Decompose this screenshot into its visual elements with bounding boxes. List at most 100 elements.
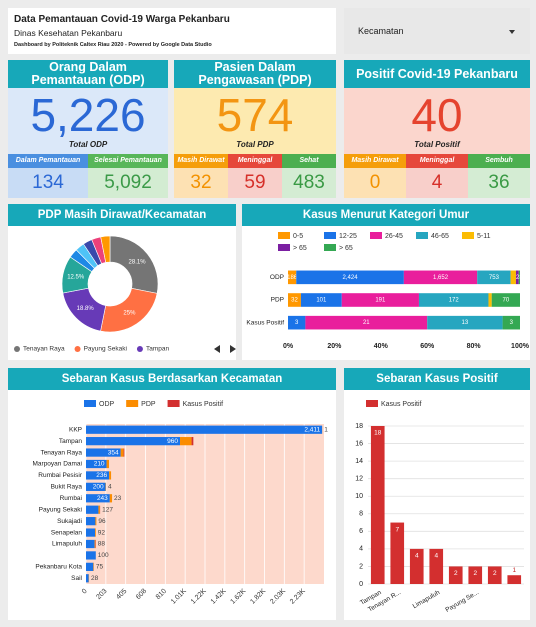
- filter-dropdown[interactable]: Kecamatan: [344, 8, 530, 54]
- y-tick-label: Pekanbaru Kota: [35, 564, 82, 571]
- legend-swatch: [416, 232, 428, 239]
- slice-label: 25%: [123, 311, 136, 317]
- data-label: 2: [473, 570, 477, 577]
- y-tick-label: Payung Sekaki: [39, 506, 82, 513]
- card-item: Meninggal 59: [228, 154, 282, 198]
- bar-segment: [86, 551, 96, 560]
- bar-segment: [86, 425, 323, 434]
- legend-label: 0-5: [293, 233, 303, 240]
- card-title: Positif Covid-19 Pekanbaru: [344, 60, 530, 88]
- data-label: 18: [374, 430, 382, 437]
- bar-segment: [296, 270, 404, 285]
- chart: 28.1% 25% 18.8% 12.5% Tenayan Raya Payung Sek…: [14, 235, 236, 353]
- x-tick-label: Limapuluh: [412, 589, 442, 610]
- chart: ODP PDP Kasus Positif 0 203 405 608 810 1.01K 1.2…: [33, 400, 328, 606]
- bar-segment: [518, 270, 520, 285]
- legend-next[interactable]: [230, 345, 236, 353]
- data-label: 2: [454, 570, 458, 577]
- legend-label: 12-25: [339, 233, 357, 240]
- x-tick-label: 2.23K: [289, 588, 307, 606]
- y-tick-label: 16: [355, 440, 363, 447]
- x-tick-label: 60%: [420, 343, 435, 350]
- item-value: 5,092: [88, 168, 168, 198]
- data-label: 88: [98, 541, 106, 548]
- y-tick-label: Limapuluh: [52, 541, 82, 548]
- item-value: 4: [406, 168, 468, 198]
- bar-segment: [477, 270, 511, 285]
- card-title: Pasien Dalam Pengawasan (PDP): [174, 60, 336, 88]
- x-tick-label: 2.03K: [269, 588, 287, 606]
- data-label: 1: [512, 567, 516, 574]
- data-label: 28: [91, 575, 99, 582]
- bar-segment: [502, 315, 520, 330]
- card-item: Dalam Pemantauan 134: [8, 154, 88, 198]
- card-items: Masih Dirawat 0 Meninggal 4 Sembuh 36: [344, 154, 530, 198]
- bar-segment: [86, 528, 96, 537]
- legend-swatch: [370, 232, 382, 239]
- bar-segment: [86, 562, 94, 571]
- data-label: 354: [108, 449, 119, 456]
- legend-label: 5-11: [477, 233, 491, 240]
- card-item: Sehat 483: [282, 154, 336, 198]
- card-item: Sembuh 36: [468, 154, 530, 198]
- legend-swatch: [324, 232, 336, 239]
- x-tick-label: 1.42K: [210, 588, 228, 606]
- data-label: 3: [295, 320, 299, 326]
- card-item: Selesai Pemantauan 5,092: [88, 154, 168, 198]
- data-label: 2,411: [304, 426, 320, 433]
- slice-label: 28.1%: [129, 259, 147, 265]
- legend-swatch: [74, 346, 81, 352]
- item-label: Masih Dirawat: [174, 154, 228, 168]
- data-label: 1: [324, 426, 328, 433]
- slice-label: 18.8%: [77, 306, 95, 312]
- bar: [390, 522, 405, 584]
- data-label: 236: [96, 472, 107, 479]
- item-label: Meninggal: [406, 154, 468, 168]
- item-label: Sehat: [282, 154, 336, 168]
- bar-segment: [491, 293, 520, 307]
- card-pdp: Pasien Dalam Pengawasan (PDP) 574 Total …: [174, 60, 336, 198]
- data-label: 960: [167, 438, 178, 445]
- legend-prev[interactable]: [214, 345, 220, 353]
- pie-slice: [109, 235, 159, 294]
- bar: [429, 548, 444, 584]
- card-item: Masih Dirawat 0: [344, 154, 406, 198]
- bar-segment: [95, 528, 96, 537]
- item-value: 32: [174, 168, 228, 198]
- data-label: 186: [287, 275, 298, 281]
- data-label: 7: [395, 526, 399, 533]
- bar-segment: [403, 270, 478, 285]
- chart: 0-5 12-25 26-45 46-65 5-11 > 65 > 65 0% 20% 40% 60…: [246, 232, 530, 350]
- chart-card: Kasus Menurut Kategori Umur 0-5 12-25 26-4…: [242, 204, 530, 360]
- bar-segment: [98, 505, 100, 514]
- filter-label: Kecamatan: [358, 26, 404, 36]
- data-label: 28: [516, 275, 523, 281]
- data-label: 2: [493, 570, 497, 577]
- bar-segment: [120, 448, 124, 457]
- legend-swatch: [278, 244, 290, 251]
- bar-segment: [300, 293, 342, 307]
- x-tick-label: 0%: [283, 343, 294, 350]
- legend-swatch: [278, 232, 290, 239]
- legend-swatch: [324, 244, 336, 251]
- y-tick-label: Sukajadi: [57, 518, 82, 525]
- bar: [409, 548, 424, 584]
- header-title: Data Pemantauan Covid-19 Warga Pekanbaru: [14, 14, 230, 25]
- x-tick-label: 405: [115, 588, 128, 601]
- y-tick-label: 8: [359, 511, 363, 518]
- card-items: Dalam Pemantauan 134 Selesai Pemantauan 5,…: [8, 154, 168, 198]
- bar-segment: [86, 517, 96, 526]
- bar-segment: [86, 482, 106, 491]
- item-value: 134: [8, 168, 88, 198]
- data-label: 243: [97, 495, 108, 502]
- data-label: 23: [114, 495, 122, 502]
- card-total-label: Total ODP: [68, 140, 108, 149]
- card-total-label: Total Positif: [414, 140, 460, 149]
- item-value: 36: [468, 168, 530, 198]
- x-tick-label: 20%: [327, 343, 342, 350]
- y-tick-label: KKP: [69, 426, 82, 433]
- card-odp: Orang Dalam Pemantauan (ODP) 5,226 Total…: [8, 60, 168, 198]
- card-total: 40: [411, 89, 463, 141]
- legend-swatch: [136, 346, 143, 352]
